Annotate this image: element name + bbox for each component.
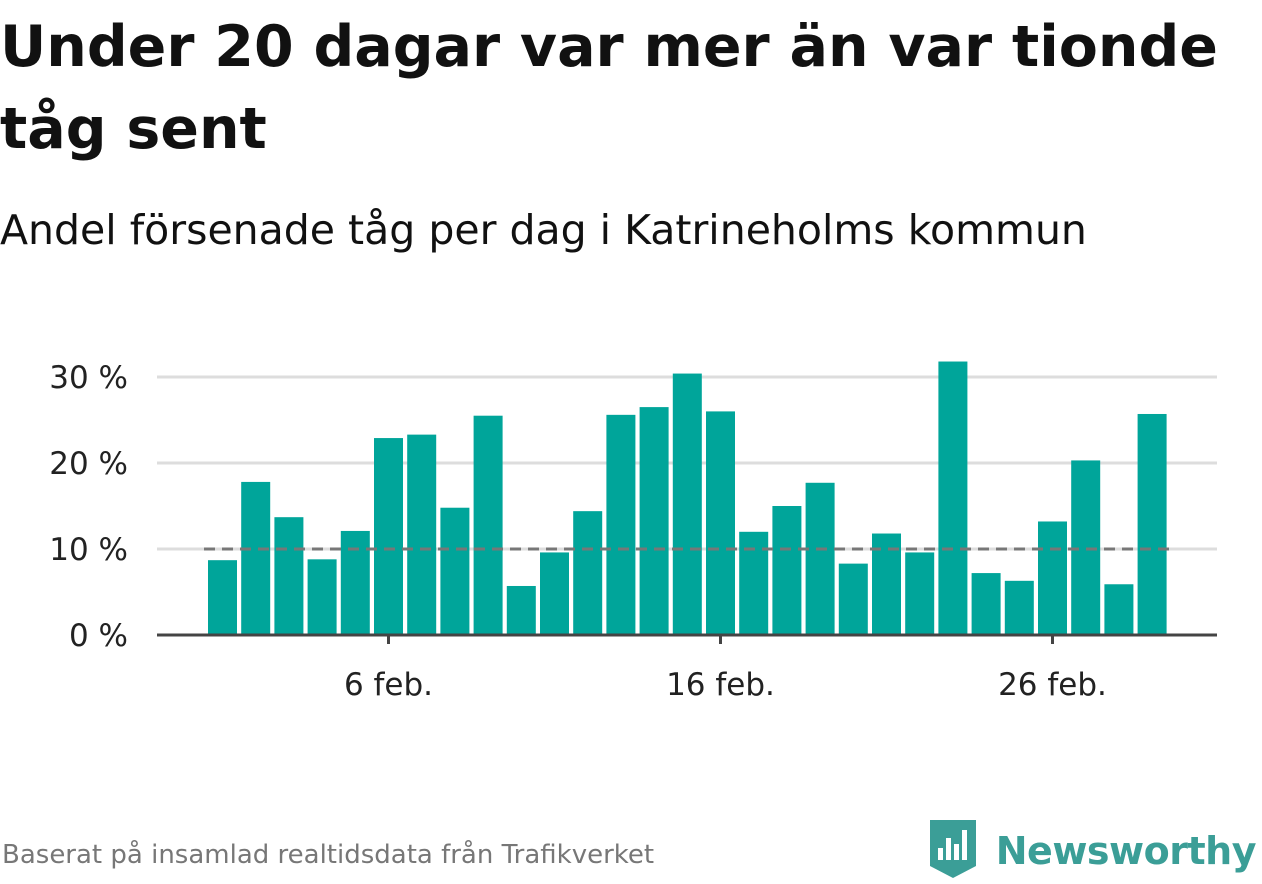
bar <box>639 407 669 635</box>
x-tick-label: 26 feb. <box>998 667 1107 703</box>
y-tick-label: 20 % <box>49 446 128 482</box>
bar <box>805 482 835 635</box>
bar <box>506 585 536 635</box>
bar <box>340 530 370 635</box>
bar <box>1104 584 1134 635</box>
newsworthy-logo-icon <box>928 818 978 884</box>
brand-name: Newsworthy <box>995 829 1257 873</box>
bar <box>971 573 1001 635</box>
bar <box>706 411 735 635</box>
bar <box>540 552 569 635</box>
bar <box>208 560 237 635</box>
bar <box>473 415 503 635</box>
bar <box>307 559 337 635</box>
chart-subtitle: Andel försenade tåg per dag i Katrinehol… <box>0 206 1087 254</box>
x-tick-label: 16 feb. <box>666 667 775 703</box>
y-tick-label: 10 % <box>49 532 128 568</box>
bar <box>1137 413 1167 635</box>
bar-chart: 0 % 10 % 20 % 30 % 6 feb. 16 feb. 26 feb. <box>49 360 1217 703</box>
y-tick-label: 30 % <box>49 360 128 396</box>
bar <box>606 414 636 635</box>
bar <box>374 438 403 635</box>
bar <box>905 552 935 635</box>
bar <box>573 511 603 635</box>
bars <box>208 361 1167 635</box>
bar <box>241 481 271 635</box>
axes: 0 % 10 % 20 % 30 % 6 feb. 16 feb. 26 feb. <box>49 360 1217 703</box>
chart-title: Under 20 dagar var mer än var tionde tåg… <box>0 14 1218 162</box>
y-tick-label: 0 % <box>69 618 128 654</box>
x-tick-label: 6 feb. <box>344 667 433 703</box>
bar <box>407 434 437 635</box>
bar <box>739 531 769 635</box>
source-note: Baserat på insamlad realtidsdata från Tr… <box>2 840 655 870</box>
bar <box>672 373 702 635</box>
bar <box>838 563 868 635</box>
bar <box>938 361 968 635</box>
brand-logo: Newsworthy <box>928 818 1257 884</box>
bar <box>440 507 470 635</box>
bar <box>1038 521 1067 635</box>
bar <box>1004 580 1034 635</box>
bar <box>274 517 304 635</box>
bar <box>772 506 802 635</box>
